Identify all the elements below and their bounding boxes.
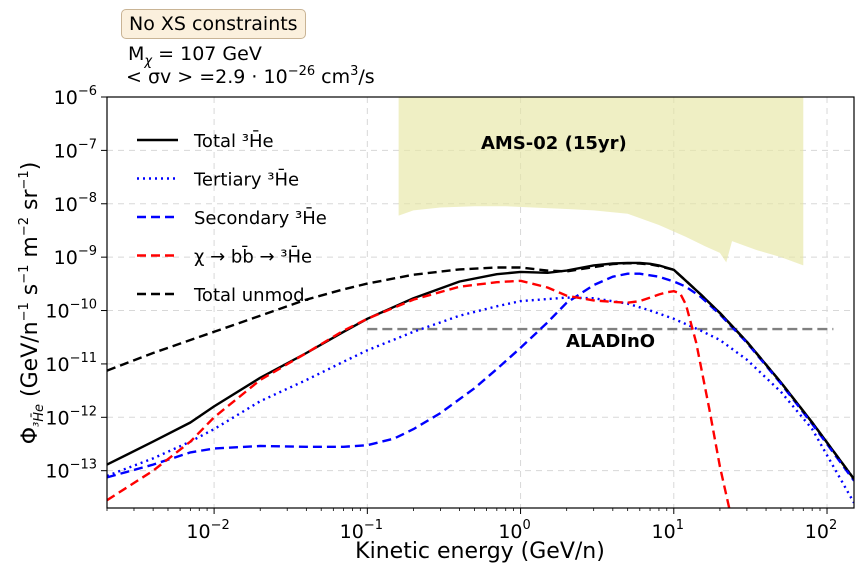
xs-prefix: < σv > =2.9 · 10 <box>126 66 288 88</box>
x-tick-labels: 10−2 10−1 100 101 102 <box>186 518 837 543</box>
mass-subscript: χ <box>143 54 153 69</box>
series-line-4 <box>107 262 854 480</box>
y-tick-label: 10−7 <box>54 137 97 162</box>
y-tick-label: 10−8 <box>54 191 97 216</box>
x-tick-label: 10−2 <box>186 518 229 543</box>
xs-annotation: < σv > =2.9 · 10−26 cm3/s <box>126 64 375 88</box>
legend-label-2: Secondary ³H̄e <box>194 207 327 229</box>
x-tick-label: 102 <box>805 518 837 543</box>
ams02-sensitivity-region <box>398 97 804 266</box>
mass-value: = 107 GeV <box>152 43 262 65</box>
y-axis-units-tail: s <box>18 284 43 302</box>
ams02-label: AMS-02 (15yr) <box>481 133 627 154</box>
mass-annotation: Mχ = 107 GeV <box>128 43 262 69</box>
xs-exponent: −26 <box>288 64 315 79</box>
y-tick-label: 10−10 <box>45 298 97 323</box>
y-tick-label: 10−9 <box>54 244 97 269</box>
legend-label-4: Total unmod. <box>193 285 310 306</box>
legend-label-3: χ → bb̄ → ³H̄e <box>194 245 312 267</box>
y-tick-labels: 10−13 10−12 10−11 10−10 10−9 10−8 10−7 10−6 <box>45 84 97 483</box>
legend-label-0: Total ³H̄e <box>193 130 274 152</box>
plot-frame <box>106 96 855 509</box>
y-axis-units: (GeV/n <box>18 321 43 404</box>
x-tick-label: 100 <box>498 518 530 543</box>
x-tick-label: 10−1 <box>340 518 383 543</box>
legend: Total ³H̄e Tertiary ³H̄e Secondary ³H̄e χ →… <box>137 130 327 306</box>
series-line-1 <box>107 296 854 504</box>
series-line-2 <box>107 272 854 482</box>
xs-unit-exponent: 3 <box>350 64 358 79</box>
x-axis-title: Kinetic energy (GeV/n) <box>355 539 605 564</box>
series-lines <box>107 261 854 508</box>
y-tick-label: 10−13 <box>45 458 97 483</box>
constraints-badge: No XS constraints <box>121 9 306 39</box>
xs-unit: cm <box>315 66 350 88</box>
ams02-region-fill <box>398 97 804 266</box>
y-axis-symbol: Φ <box>18 427 43 444</box>
y-tick-label: 10−11 <box>45 351 97 376</box>
axis-ticks <box>101 96 828 514</box>
legend-label-1: Tertiary ³H̄e <box>193 168 299 190</box>
y-tick-label: 10−12 <box>45 404 97 429</box>
x-tick-label: 101 <box>652 518 684 543</box>
mass-symbol: M <box>128 43 144 65</box>
xs-suffix: /s <box>358 66 374 88</box>
y-axis-subscript: ³H̄e <box>32 404 47 427</box>
y-tick-label: 10−6 <box>54 84 97 109</box>
y-axis-title: Φ³H̄e (GeV/n−1 s−1 m−2 sr−1) <box>17 162 47 445</box>
aladino-label: ALADInO <box>566 331 655 352</box>
series-line-3 <box>107 279 731 508</box>
